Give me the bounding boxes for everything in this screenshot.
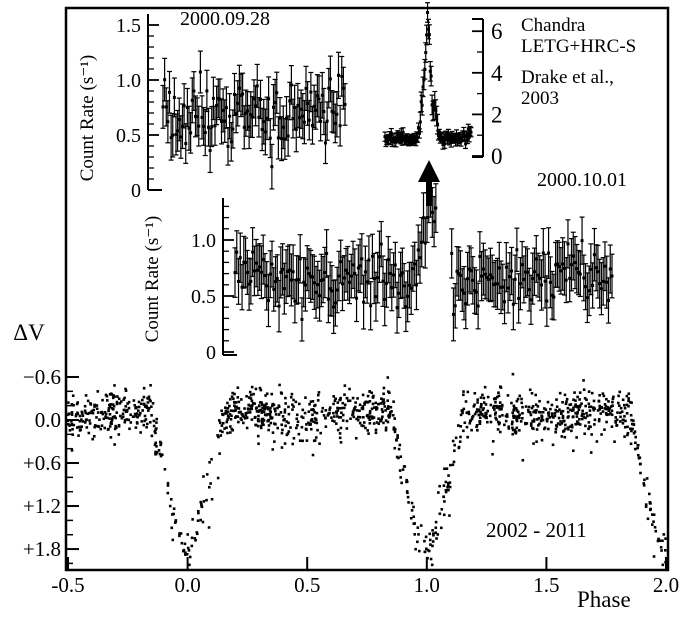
svg-text:6: 6 <box>491 19 503 44</box>
svg-text:0.5: 0.5 <box>191 286 216 308</box>
inset1-y-axis-title: Count Rate (s⁻¹) <box>77 54 98 182</box>
credit-block: Chandra LETG+HRC-S <box>521 15 636 57</box>
inset1-date-label: 2000.09.28 <box>180 8 270 30</box>
svg-text:2: 2 <box>491 102 503 127</box>
svg-text:0.5: 0.5 <box>294 573 320 597</box>
svg-text:0: 0 <box>131 180 141 202</box>
svg-text:0: 0 <box>491 144 503 169</box>
svg-text:0.0: 0.0 <box>174 573 200 597</box>
svg-text:2.0: 2.0 <box>653 573 679 597</box>
svg-text:1.0: 1.0 <box>191 230 216 252</box>
svg-text:1.5: 1.5 <box>533 573 559 597</box>
svg-text:1.0: 1.0 <box>414 573 440 597</box>
reference-block: Drake et al., 2003 <box>521 67 614 109</box>
svg-text:4: 4 <box>491 61 503 86</box>
years-annotation: 2002 - 2011 <box>486 518 587 542</box>
delta-v-axis-title: ΔV <box>13 320 45 345</box>
svg-text:+1.2: +1.2 <box>23 494 61 518</box>
svg-text:1.0: 1.0 <box>116 70 141 92</box>
svg-text:−0.6: −0.6 <box>23 365 61 389</box>
reference-line-1: Drake et al., <box>521 67 614 88</box>
svg-text:0.0: 0.0 <box>35 408 61 432</box>
inset2-y-axis-title: Count Rate (s⁻¹) <box>142 215 163 343</box>
phase-axis-title: Phase <box>577 587 631 612</box>
credit-line-1: Chandra <box>521 15 586 36</box>
inset2-date-label: 2000.10.01 <box>537 169 627 191</box>
svg-text:0: 0 <box>206 342 216 364</box>
svg-text:+0.6: +0.6 <box>23 451 61 475</box>
svg-text:-0.5: -0.5 <box>51 573 84 597</box>
reference-line-2: 2003 <box>521 88 559 109</box>
svg-text:1.5: 1.5 <box>116 15 141 37</box>
svg-text:+1.8: +1.8 <box>23 537 61 561</box>
credit-line-2: LETG+HRC-S <box>521 36 637 57</box>
svg-text:0.5: 0.5 <box>116 125 141 147</box>
